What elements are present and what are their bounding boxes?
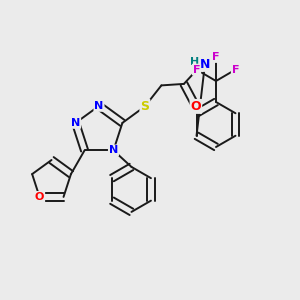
Text: N: N [71, 118, 80, 128]
Text: F: F [193, 64, 200, 75]
Text: S: S [140, 100, 149, 113]
Text: F: F [212, 52, 220, 62]
Text: O: O [35, 192, 44, 202]
Text: F: F [232, 64, 239, 75]
Text: N: N [94, 101, 103, 111]
Text: N: N [200, 58, 210, 71]
Text: N: N [109, 146, 118, 155]
Text: H: H [190, 57, 199, 67]
Text: O: O [190, 100, 201, 113]
